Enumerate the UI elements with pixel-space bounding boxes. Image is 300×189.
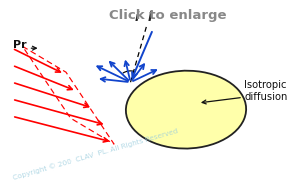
- Text: Pr: Pr: [14, 40, 27, 50]
- Text: i: i: [134, 11, 139, 24]
- Text: Isotropic
diffusion: Isotropic diffusion: [244, 80, 288, 101]
- Ellipse shape: [126, 71, 246, 149]
- Text: Click to enlarge: Click to enlarge: [109, 9, 227, 22]
- Text: Copyright © 200  CLAV  PL. All Rights Reserved: Copyright © 200 CLAV PL. All Rights Rese…: [12, 128, 178, 181]
- Text: l: l: [148, 11, 152, 24]
